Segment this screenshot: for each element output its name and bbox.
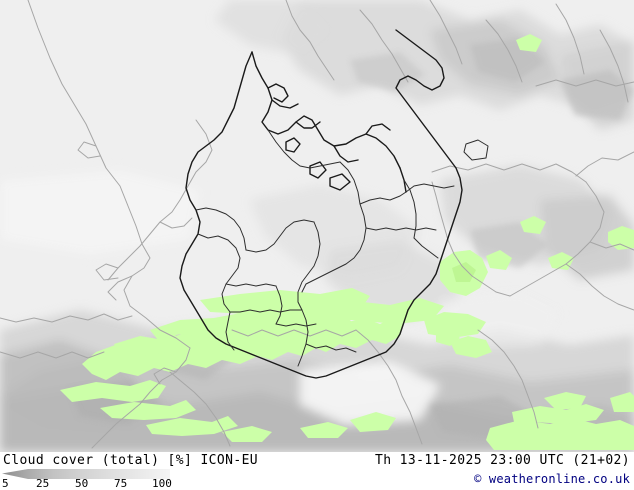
footer-bar: Cloud cover (total) [%] ICON-EU Th 13-11…	[0, 452, 634, 490]
colorbar-tick-75: 75	[114, 477, 128, 490]
cloud-cover-map[interactable]	[0, 0, 634, 452]
colorbar-tick-5: 5	[2, 477, 9, 490]
map-canvas	[0, 0, 634, 452]
valid-time-label: Th 13-11-2025 23:00 UTC (21+02)	[374, 453, 630, 468]
colorbar-gradient	[2, 469, 170, 479]
colorbar-tick-25: 25	[36, 477, 50, 490]
map-title: Cloud cover (total) [%] ICON-EU	[3, 453, 259, 468]
colorbar-tick-100: 100	[152, 477, 172, 490]
colorbar[interactable]: 5 25 50 75 100	[0, 468, 300, 490]
clear-sky-layer	[60, 34, 634, 450]
colorbar-tick-50: 50	[75, 477, 89, 490]
borders-layer	[0, 0, 634, 449]
copyright-label: © weatheronline.co.uk	[474, 472, 630, 486]
